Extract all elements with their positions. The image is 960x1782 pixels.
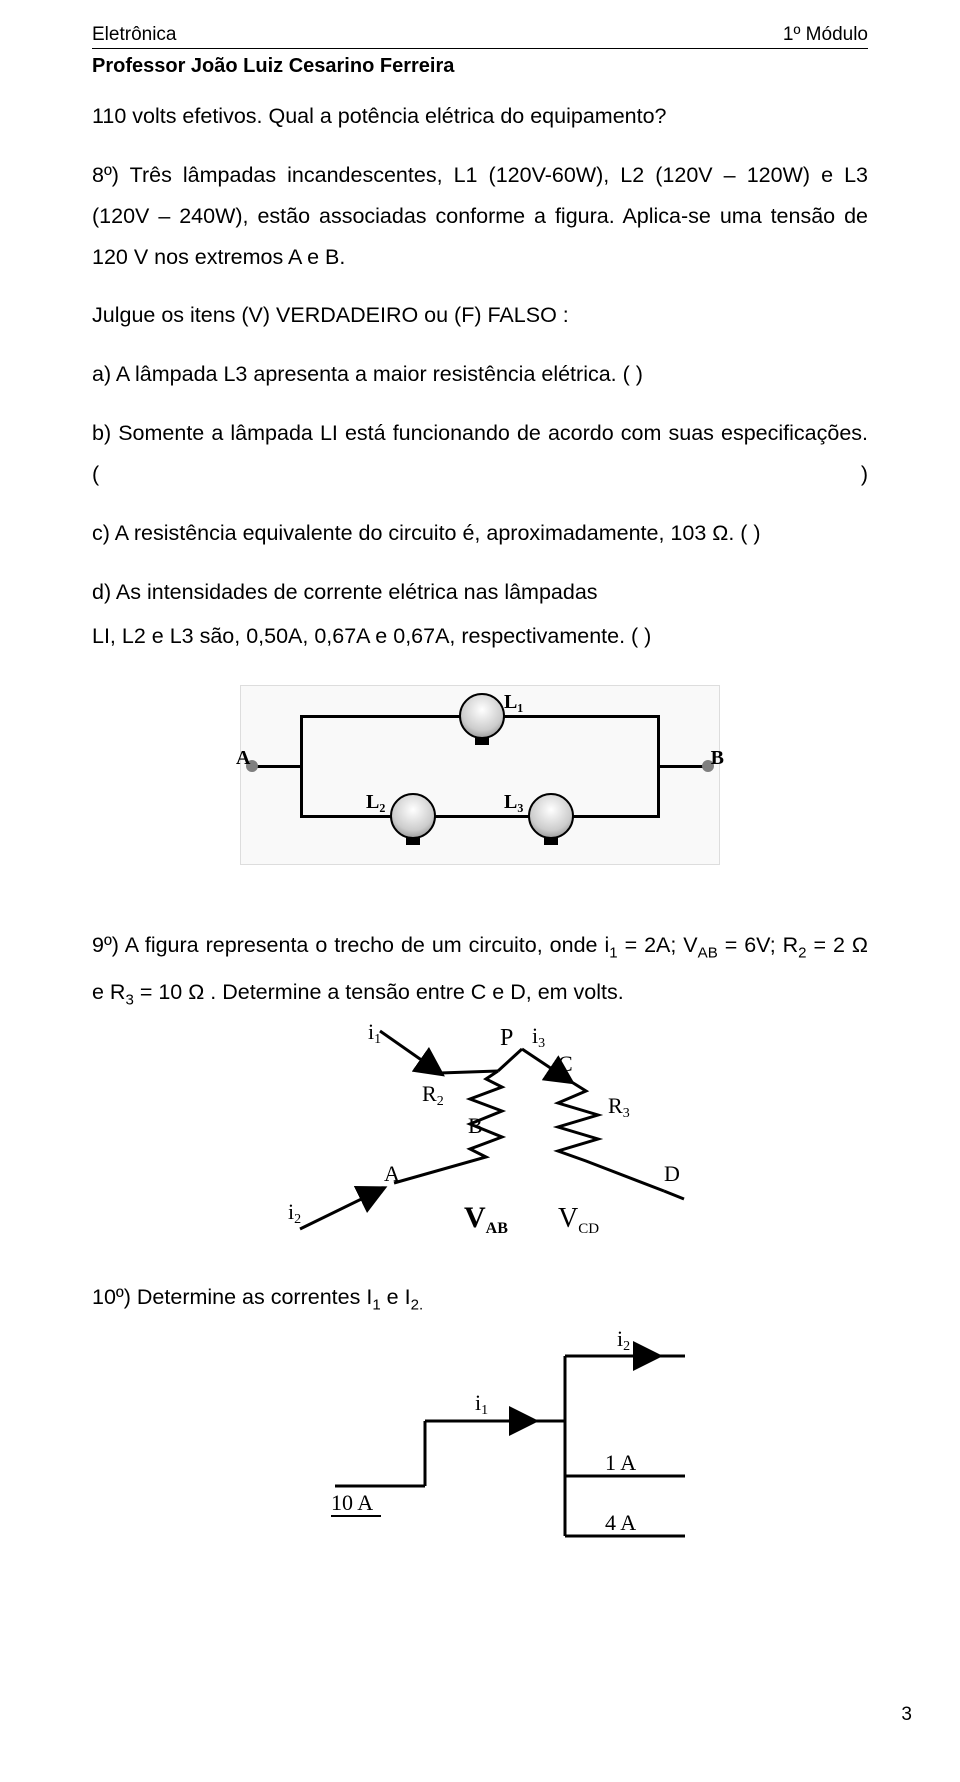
fig2-svg: i1 P i3 C R2 B R3 D i2 A VAB: [270, 1021, 690, 1251]
fig3-i1: i1: [475, 1390, 488, 1418]
fig3-i2: i2: [617, 1326, 630, 1354]
q8-c: c) A resistência equivalente do circuito…: [92, 513, 868, 554]
q9-l2end: = 10 Ω . Determine a tensão entre C e D,…: [134, 980, 624, 1004]
page: Eletrônica 1º Módulo Professor João Luiz…: [0, 0, 960, 1782]
label-a: A: [236, 739, 250, 777]
fig2-vcd: VCD: [558, 1203, 599, 1237]
bulb-l2: [390, 793, 436, 839]
figure-v-circuit: i1 P i3 C R2 B R3 D i2 A VAB: [92, 1021, 868, 1251]
q9-line1: 9º) A figura representa o trecho de um c…: [92, 925, 868, 968]
q8-d2: LI, L2 e L3 são, 0,50A, 0,67A e 0,67A, r…: [92, 616, 868, 657]
fig3-10a: 10 A: [331, 1490, 373, 1515]
label-l1: L₁: [504, 683, 523, 721]
page-number: 3: [901, 1704, 912, 1726]
fig2-r2: R2: [422, 1081, 444, 1109]
fig2-a: A: [384, 1161, 400, 1186]
label-b: B: [711, 739, 724, 777]
label-l2: L₂: [366, 783, 385, 821]
header-line: Eletrônica 1º Módulo: [92, 24, 868, 49]
professor-name: Professor João Luiz Cesarino Ferreira: [92, 55, 868, 78]
figure-lamps-circuit: L₁ L₂ L₃ A B: [92, 685, 868, 865]
label-l3: L₃: [504, 783, 523, 821]
q8-judge: Julgue os itens (V) VERDADEIRO ou (F) FA…: [92, 295, 868, 336]
intro-line: 110 volts efetivos. Qual a potência elét…: [92, 96, 868, 137]
subject-label: Eletrônica: [92, 24, 177, 46]
fig3-1a: 1 A: [605, 1450, 636, 1475]
figure-step-currents: i1 i2 10 A 1 A 4 A: [92, 1326, 868, 1556]
fig2-d: D: [664, 1161, 680, 1186]
body: 110 volts efetivos. Qual a potência elét…: [92, 96, 868, 1556]
q8-prompt: 8º) Três lâmpadas incandescentes, L1 (12…: [92, 155, 868, 278]
q9-mid2: = 6V; R: [718, 933, 798, 957]
fig2-vab: VAB: [464, 1201, 508, 1237]
module-label: 1º Módulo: [783, 24, 868, 46]
bulb-l3: [528, 793, 574, 839]
q9-end: = 2 Ω: [807, 933, 868, 957]
q8-d1: d) As intensidades de corrente elétrica …: [92, 572, 868, 613]
q9-l2pre: e R: [92, 980, 125, 1004]
fig2-b: B: [468, 1113, 483, 1138]
fig2-r3: R3: [608, 1093, 630, 1121]
q8-a: a) A lâmpada L3 apresenta a maior resist…: [92, 354, 868, 395]
fig3-svg: i1 i2 10 A 1 A 4 A: [265, 1326, 695, 1556]
q8-b: b) Somente a lâmpada LI está funcionando…: [92, 413, 868, 495]
q10: 10º) Determine as correntes I1 e I2.: [92, 1277, 868, 1320]
fig2-c: C: [558, 1051, 573, 1076]
fig2-p: P: [500, 1025, 513, 1051]
q10-text: 10º) Determine as correntes I1 e I2.: [92, 1285, 423, 1309]
fig2-i1: i1: [368, 1021, 381, 1047]
bulb-l1: [459, 693, 505, 739]
q9-pre: 9º) A figura representa o trecho de um c…: [92, 933, 609, 957]
fig3-4a: 4 A: [605, 1510, 636, 1535]
fig2-i3: i3: [532, 1023, 545, 1051]
q9-mid: = 2A; V: [618, 933, 698, 957]
fig2-i2: i2: [288, 1199, 301, 1227]
q9-line2: e R3 = 10 Ω . Determine a tensão entre C…: [92, 972, 868, 1015]
